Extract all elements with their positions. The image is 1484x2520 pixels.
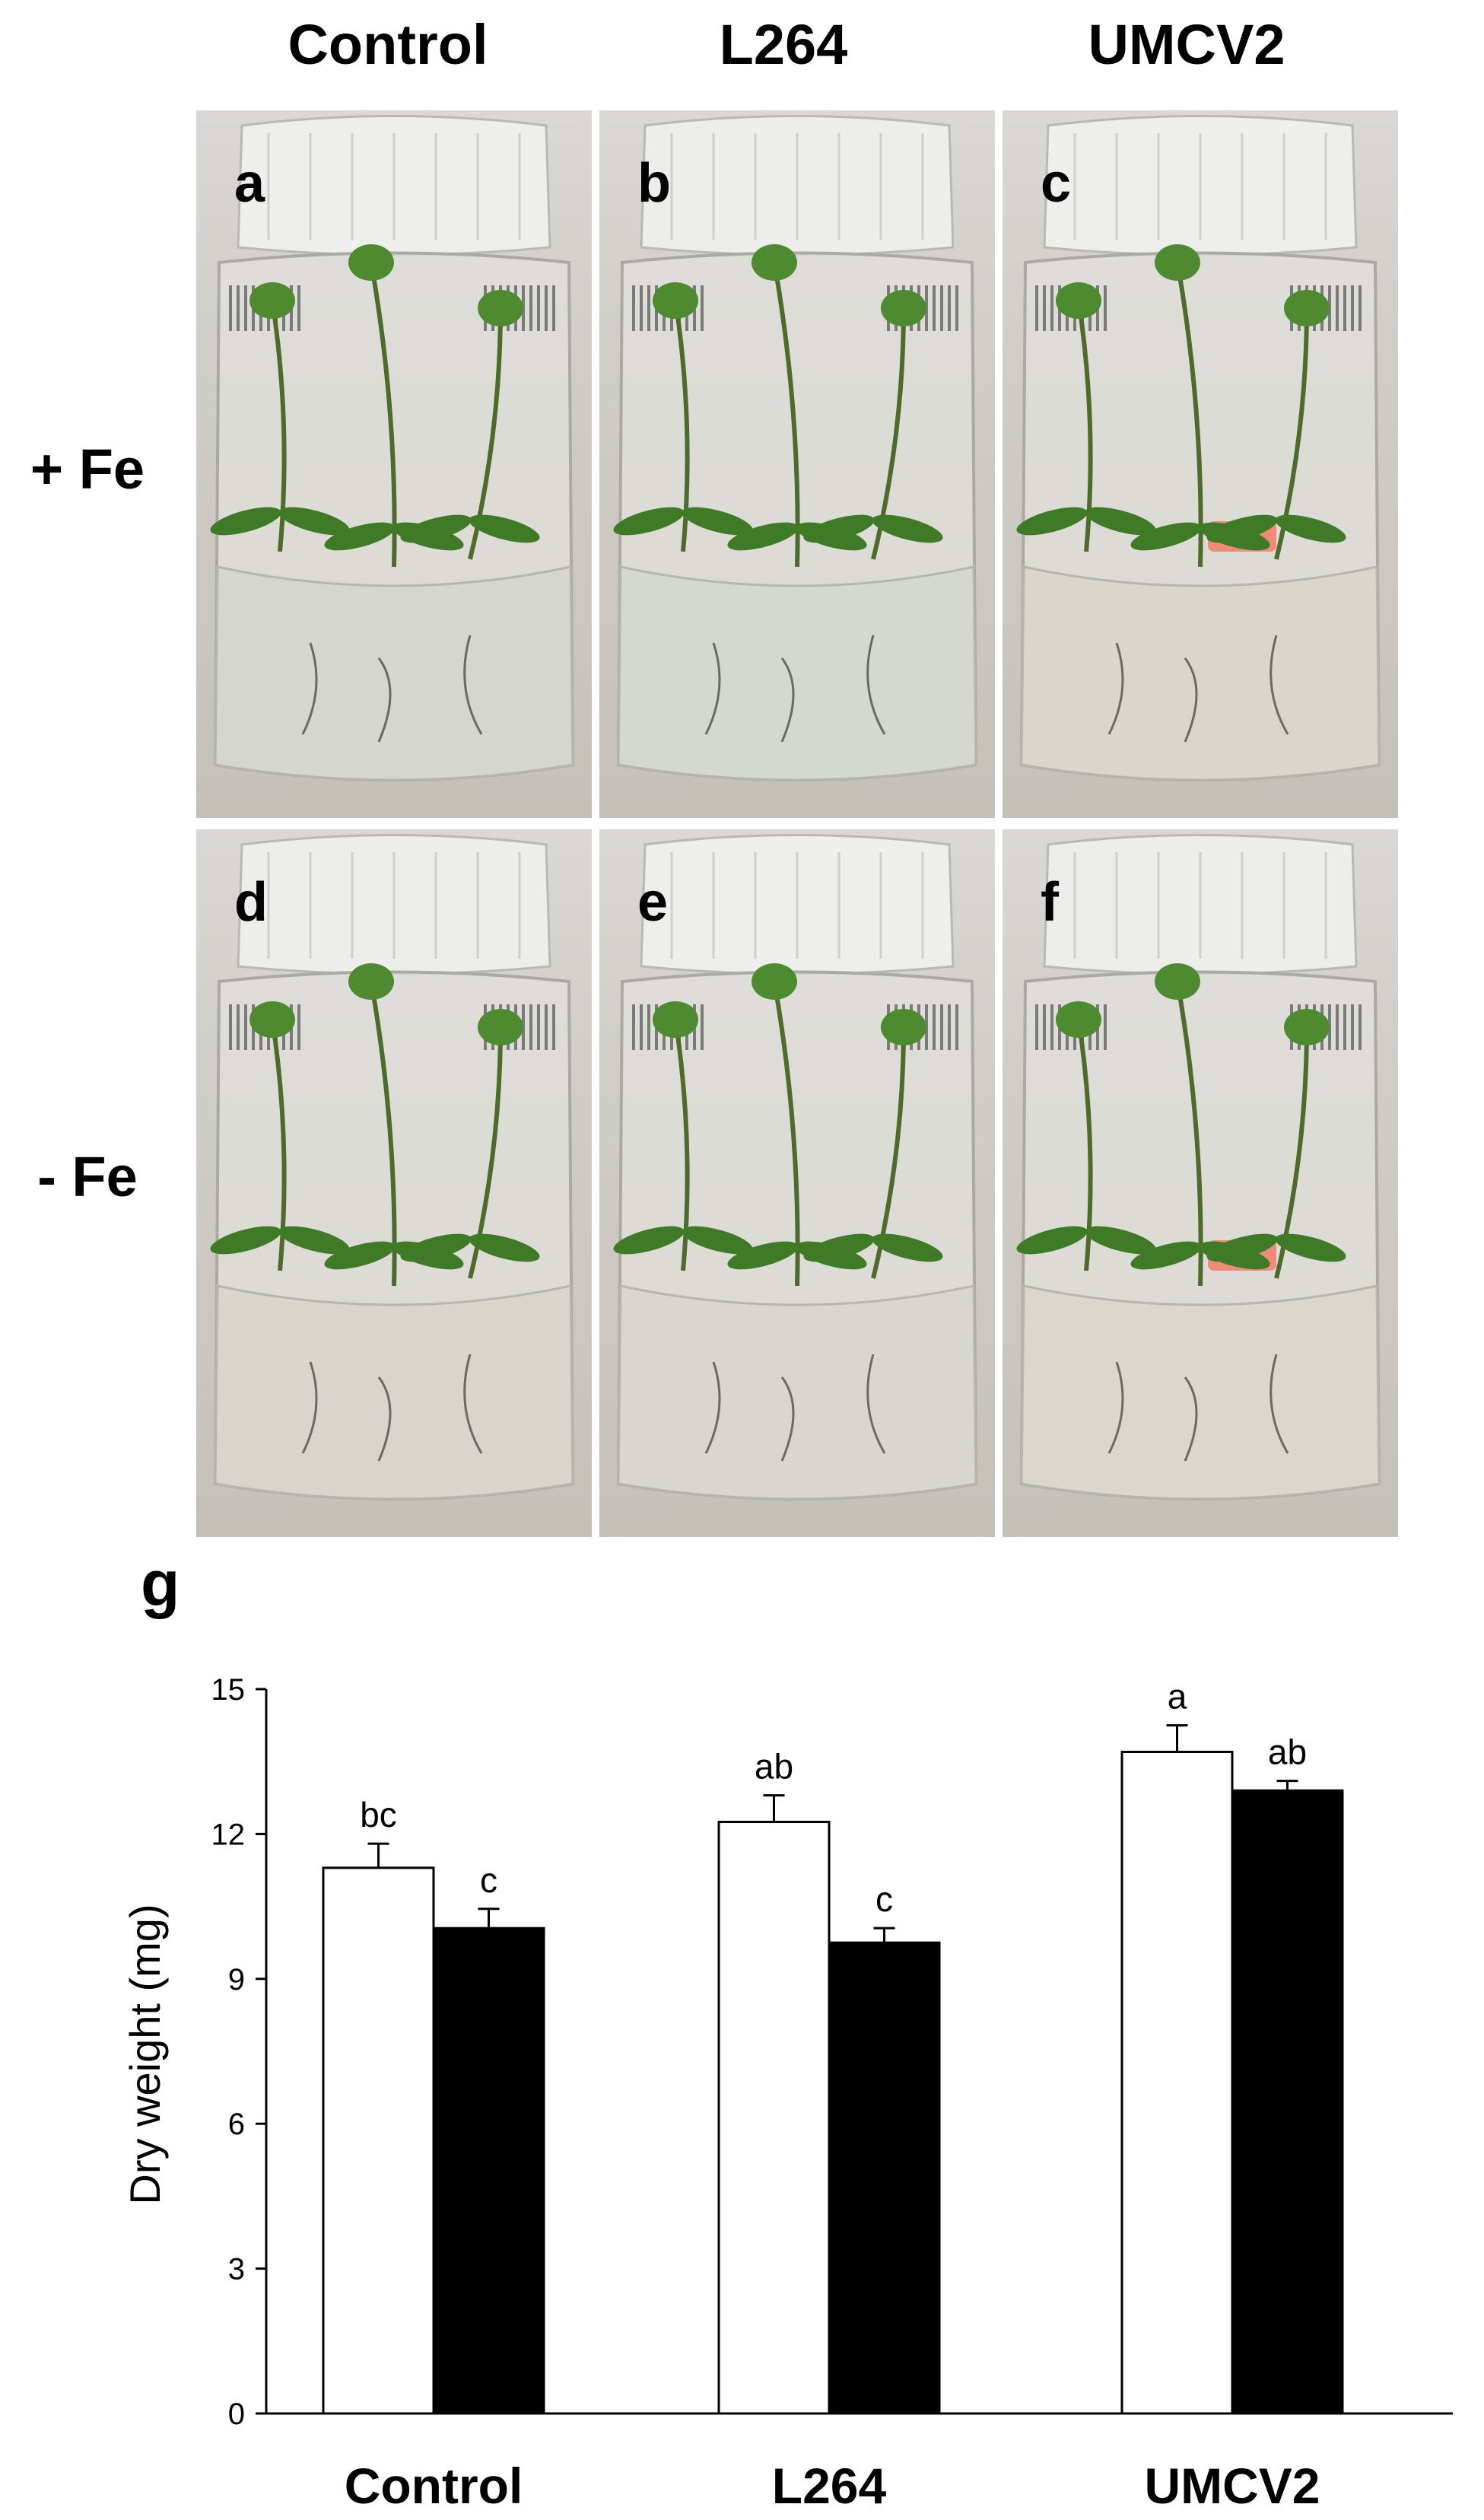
y-tick-label: 0 <box>228 2398 245 2431</box>
jar-illustration <box>210 115 575 781</box>
significance-letter: c <box>480 1860 497 1900</box>
significance-letter: ab <box>755 1747 793 1787</box>
dry-weight-bar-chart: g Dry weight (mg) 0 3 6 9 12 15 bc c Control ab c… <box>121 1548 1453 2514</box>
bar-control-series-1 <box>322 1866 435 2415</box>
panel-letter-a: a <box>234 153 265 214</box>
photo-panel-e: e <box>599 829 995 1537</box>
y-tick-label: 15 <box>211 1673 246 1707</box>
error-bar <box>1166 1724 1188 1752</box>
x-category-label: Control <box>345 2458 523 2514</box>
panel-letter-e: e <box>637 872 669 933</box>
x-category-label: L264 <box>772 2458 887 2514</box>
significance-letter: ab <box>1268 1732 1307 1772</box>
jar-illustration <box>1016 115 1381 781</box>
panel-letter-f: f <box>1041 872 1059 933</box>
jar-illustration <box>613 834 978 1500</box>
photo-panel-d: d <box>196 829 592 1537</box>
error-bar <box>478 1908 500 1929</box>
y-tick-label: 6 <box>228 2108 245 2141</box>
panel-letter-g: g <box>141 1548 180 1619</box>
significance-letter: a <box>1168 1677 1187 1717</box>
bar-umcv2-series-1 <box>1120 1751 1234 2415</box>
row-label-minus-fe: - Fe <box>37 1145 138 1208</box>
column-header-l264: L264 <box>719 13 848 76</box>
bar-umcv2-series-2 <box>1231 1789 1344 2415</box>
x-category-label: UMCV2 <box>1144 2458 1320 2514</box>
panel-letter-d: d <box>234 872 268 933</box>
significance-letter: bc <box>360 1795 397 1834</box>
bar-l264-series-2 <box>828 1941 941 2415</box>
jar-illustration <box>613 115 978 781</box>
photo-panel-f: f <box>1003 829 1398 1537</box>
panel-letter-c: c <box>1041 153 1072 214</box>
photo-panel-b: b <box>599 110 995 818</box>
error-bar <box>763 1794 785 1822</box>
jar-illustration <box>210 834 575 1500</box>
y-tick-label: 9 <box>228 1963 245 1997</box>
y-tick-label: 12 <box>211 1818 246 1851</box>
error-bar <box>873 1927 895 1943</box>
significance-letter: c <box>875 1879 893 1919</box>
bar-l264-series-1 <box>717 1821 831 2415</box>
error-bar <box>367 1842 389 1868</box>
y-axis-label: Dry weight (mg) <box>121 1904 169 2204</box>
column-header-umcv2: UMCV2 <box>1088 13 1285 76</box>
error-bar <box>1276 1780 1298 1791</box>
panel-letter-b: b <box>637 153 671 214</box>
y-tick-label: 3 <box>228 2253 245 2286</box>
photo-panel-c: c <box>1003 110 1398 818</box>
column-header-control: Control <box>288 13 488 76</box>
jar-illustration <box>1016 834 1381 1500</box>
photo-panel-a: a <box>196 110 592 818</box>
bar-control-series-2 <box>432 1927 545 2415</box>
row-label-plus-fe: + Fe <box>30 438 145 501</box>
